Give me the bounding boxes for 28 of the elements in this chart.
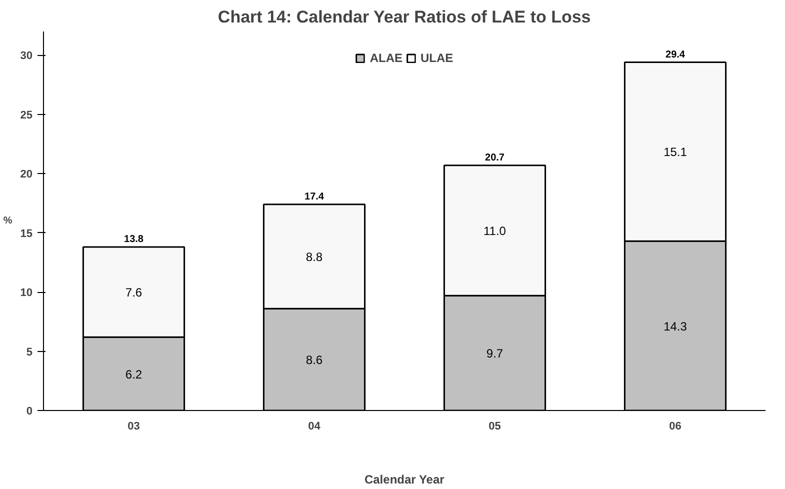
data-label: 8.6 (306, 353, 323, 368)
x-tick-label: 03 (128, 420, 140, 432)
legend-label: ALAE (370, 51, 402, 65)
y-tick-label: 25 (20, 109, 33, 122)
y-tick-label: 30 (20, 50, 33, 62)
x-tick-label: 05 (488, 420, 501, 432)
data-label: 6.2 (125, 367, 142, 382)
data-label: 9.7 (486, 346, 504, 361)
data-label: 15.1 (664, 145, 688, 160)
x-tick-label: 06 (669, 420, 682, 432)
y-tick-label: 10 (20, 287, 33, 300)
chart-title: Chart 14: Calendar Year Ratios of LAE to Loss (218, 8, 591, 26)
x-tick-label: 04 (308, 420, 322, 432)
total-label: 29.4 (666, 49, 686, 60)
y-tick-label: 15 (20, 228, 33, 240)
y-tick-label: 5 (26, 346, 33, 358)
y-tick-label: 20 (20, 168, 33, 181)
total-label: 13.8 (124, 234, 144, 246)
y-axis-title: % (3, 216, 12, 226)
data-label: 7.6 (125, 286, 142, 300)
legend-label: ULAE (420, 51, 454, 65)
data-label: 11.0 (484, 224, 506, 238)
total-label: 20.7 (485, 152, 505, 164)
x-axis-title: Calendar Year (364, 472, 445, 486)
data-label: 8.8 (306, 250, 323, 264)
data-label: 14.3 (664, 319, 688, 334)
y-tick-label: 0 (26, 406, 33, 418)
total-label: 17.4 (304, 191, 324, 202)
